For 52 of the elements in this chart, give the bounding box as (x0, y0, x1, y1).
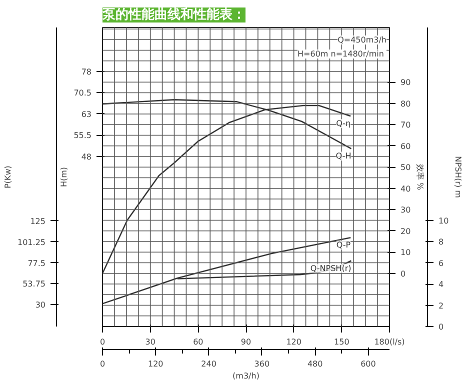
y2-tick-label: 90 (400, 78, 411, 88)
x2-tick-label: 360 (254, 360, 270, 368)
x2-tick-label: 480 (307, 360, 323, 368)
x-tick-label: 120 (286, 338, 302, 346)
y3-tick-label: 30 (35, 300, 46, 310)
x-tick-label: 30 (145, 338, 156, 346)
x2-tick-label: 120 (148, 360, 164, 368)
annotation: Q=450m3/h (338, 36, 387, 44)
x2-tick-label: 240 (201, 360, 216, 368)
chart-title: 泵的性能曲线和性能表： (102, 6, 246, 22)
y2-tick-label: 80 (400, 99, 411, 108)
line-series (102, 237, 352, 304)
y-tick-label: 6 (438, 258, 444, 268)
y3-axis-title: P(Kw) (4, 166, 13, 188)
y2-tick-label: 70 (400, 120, 411, 130)
y3-tick-label: 125 (30, 216, 46, 226)
y-tick-label: 2 (438, 301, 444, 310)
y3-tick-label: 101.25 (18, 238, 46, 247)
y-axis-title: H(m) (60, 166, 69, 188)
y2-tick-label: 20 (400, 226, 411, 236)
x-tick-label: 150 (334, 338, 350, 346)
y-tick-label: 78 (81, 67, 92, 76)
y2-tick-label: 60 (400, 142, 411, 151)
series-label: Q-η (336, 119, 351, 128)
y2-tick-label: 30 (400, 206, 411, 215)
x-tick-label: 0 (100, 338, 106, 346)
y-tick-label: 70.5 (74, 88, 92, 98)
y2-tick-label: 10 (400, 248, 411, 258)
series-label: Q-H (336, 152, 352, 161)
y2-tick-label: 50 (400, 163, 411, 172)
y-tick-label: 4 (438, 280, 444, 290)
x-tick-label: 180(l/s) (374, 338, 405, 346)
y-tick-label: 55.5 (74, 131, 92, 140)
x2-tick-label: 600 (360, 360, 376, 368)
x-tick-label: 60 (193, 338, 204, 346)
y-axis-title: NPSH(r) m (454, 156, 463, 198)
x-tick-label: 90 (240, 338, 252, 346)
y-tick-label: 48 (81, 152, 92, 162)
x2-axis-title: (m3/h) (232, 372, 260, 380)
y-tick-label: 10 (438, 216, 449, 226)
y3-tick-label: 77.5 (28, 258, 46, 268)
y2-tick-label: 40 (400, 184, 411, 194)
y2-axis-title: 效率 % (416, 164, 425, 190)
series-label: Q-NPSH(r) (310, 264, 352, 273)
y2-tick-label: 0 (400, 269, 406, 278)
y3-tick-label: 53.75 (22, 280, 46, 289)
y-tick-label: 8 (438, 238, 444, 247)
y-tick-label: 63 (81, 110, 92, 119)
series-label: Q-P (336, 240, 351, 250)
y-tick-label: 0 (438, 322, 444, 332)
x2-tick-label: 0 (100, 360, 106, 368)
annotation: H=60m n=1480r/min (298, 50, 384, 58)
